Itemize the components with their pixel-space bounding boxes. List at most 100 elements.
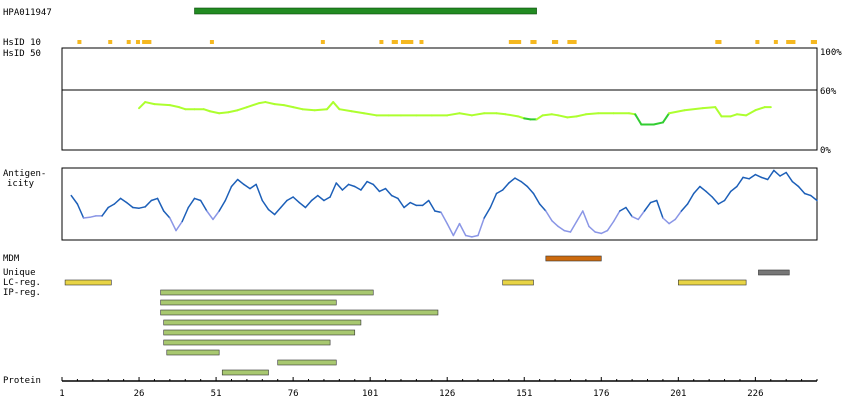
ip-reg-bar: [163, 339, 331, 346]
hsid10-mark: [715, 40, 722, 44]
hsid50-segment: [541, 113, 553, 117]
protein-label: Protein: [3, 376, 41, 386]
antigenicity-segment: [569, 220, 578, 233]
antigenicity-segment: [187, 197, 196, 209]
antigenicity-segment: [779, 171, 787, 177]
hsid10-mark: [567, 40, 577, 44]
antigenicity-segment: [489, 192, 498, 209]
lc-reg-bars: [64, 279, 747, 286]
hsid50-segment: [668, 109, 686, 115]
hsid10-mark: [77, 40, 82, 44]
lc-reg-bar: [502, 279, 534, 286]
antigen-bar: [194, 7, 537, 15]
hsid50-segment: [557, 114, 569, 119]
hsid10-mark: [773, 40, 778, 44]
hsid50-segment: [292, 106, 304, 111]
unique-bar: [758, 269, 790, 276]
antigenicity-segment: [483, 206, 492, 219]
mdm-bar: [545, 255, 602, 262]
ip-reg-bar: [160, 299, 337, 306]
hsid50-segment: [264, 101, 276, 106]
antigenicity-segment: [230, 178, 239, 188]
antigenicity-segment: [742, 176, 750, 180]
hsid50-segment: [332, 101, 341, 111]
antigenicity-segment: [458, 222, 467, 237]
antigenicity-segment: [236, 178, 245, 186]
antigenicity-segment: [520, 180, 529, 188]
antigenicity-segment: [631, 215, 640, 221]
antigenicity-segment: [760, 176, 769, 181]
antigenicity-segment: [434, 210, 442, 214]
antigenicity-segment: [692, 185, 701, 195]
hsid10-mark: [810, 40, 817, 44]
hsid50-segment: [350, 110, 365, 115]
hsid50-segment: [326, 101, 335, 111]
antigenicity-segment: [372, 183, 381, 193]
lc-reg-label: LC-reg.: [3, 278, 41, 288]
antigenicity-segment: [304, 199, 313, 209]
antigenicity-segment: [729, 185, 738, 193]
hsid10-mark: [135, 40, 140, 44]
hsid50-segment: [153, 103, 171, 107]
antigenicity-segment: [797, 185, 806, 195]
hsid50-segment: [282, 104, 295, 109]
antigenicity-label-line1: Antigen-: [3, 169, 46, 179]
antigenicity-segment: [582, 210, 590, 228]
hsid50-segment: [550, 113, 560, 117]
mdm-label: MDM: [3, 254, 20, 264]
antigenicity-segment: [575, 210, 584, 223]
hsid10-mark: [379, 40, 384, 44]
antigenicity-segment: [662, 217, 670, 225]
hsid10-mark: [142, 40, 152, 44]
antigenicity-segment: [656, 199, 664, 219]
antigenicity-segment: [354, 185, 362, 191]
hsid50-label: HsID 50: [3, 49, 41, 59]
hsid50-segment: [754, 106, 766, 112]
hsid10-mark: [108, 40, 113, 44]
antigenicity-segment: [464, 234, 473, 238]
antigenicity-segment: [255, 183, 264, 202]
hsid50-segment: [495, 112, 507, 116]
antigen-label: HPA011947: [3, 8, 52, 18]
antigenicity-segment: [156, 197, 165, 212]
antigenicity-segment: [754, 173, 763, 179]
antigenicity-segment: [791, 180, 800, 188]
hsid10-mark: [320, 40, 325, 44]
antigenicity-segment: [335, 182, 344, 191]
antigenicity-segment: [545, 210, 553, 222]
antigenicity-segment: [403, 201, 411, 209]
antigenicity-segment: [803, 192, 812, 197]
antigenicity-segment: [243, 183, 251, 190]
antigenicity-segment: [748, 173, 757, 180]
antigenicity-segment: [341, 183, 350, 191]
hsid50-segment: [470, 112, 486, 117]
antigenicity-segment: [273, 206, 282, 216]
hsid50-segment: [338, 108, 353, 113]
antigenicity-segment: [705, 190, 713, 198]
antigenicity-segment: [495, 189, 504, 195]
hsid50-segment: [566, 115, 578, 119]
ip-reg-bar: [221, 369, 269, 376]
antigenicity-segment: [717, 199, 726, 205]
hsid50-segment: [628, 112, 637, 116]
antigenicity-segment: [668, 218, 676, 225]
antigenicity-segment: [619, 206, 627, 212]
antigenicity-segment: [366, 180, 374, 186]
antigenicity-segment: [150, 197, 159, 202]
antigenicity-segment: [310, 194, 319, 202]
hsid10-label: HsID 10: [3, 38, 41, 48]
hsid50-segment: [584, 112, 600, 116]
antigenicity-segment: [600, 229, 609, 235]
antigenicity-segment: [76, 203, 85, 219]
hsid50-segment: [458, 112, 473, 117]
antigenicity-segment: [199, 199, 208, 212]
antigenicity-segment: [390, 194, 399, 200]
antigenicity-segment: [175, 220, 183, 232]
hsid50-segment: [178, 106, 187, 111]
antigenicity-segment: [421, 199, 430, 207]
hsid10-mark: [419, 40, 424, 44]
protein-axis-tick-label: 151: [516, 389, 532, 399]
antigenicity-segment: [323, 196, 331, 202]
antigenicity-segment: [471, 234, 479, 238]
hsid10-mark: [126, 40, 131, 44]
